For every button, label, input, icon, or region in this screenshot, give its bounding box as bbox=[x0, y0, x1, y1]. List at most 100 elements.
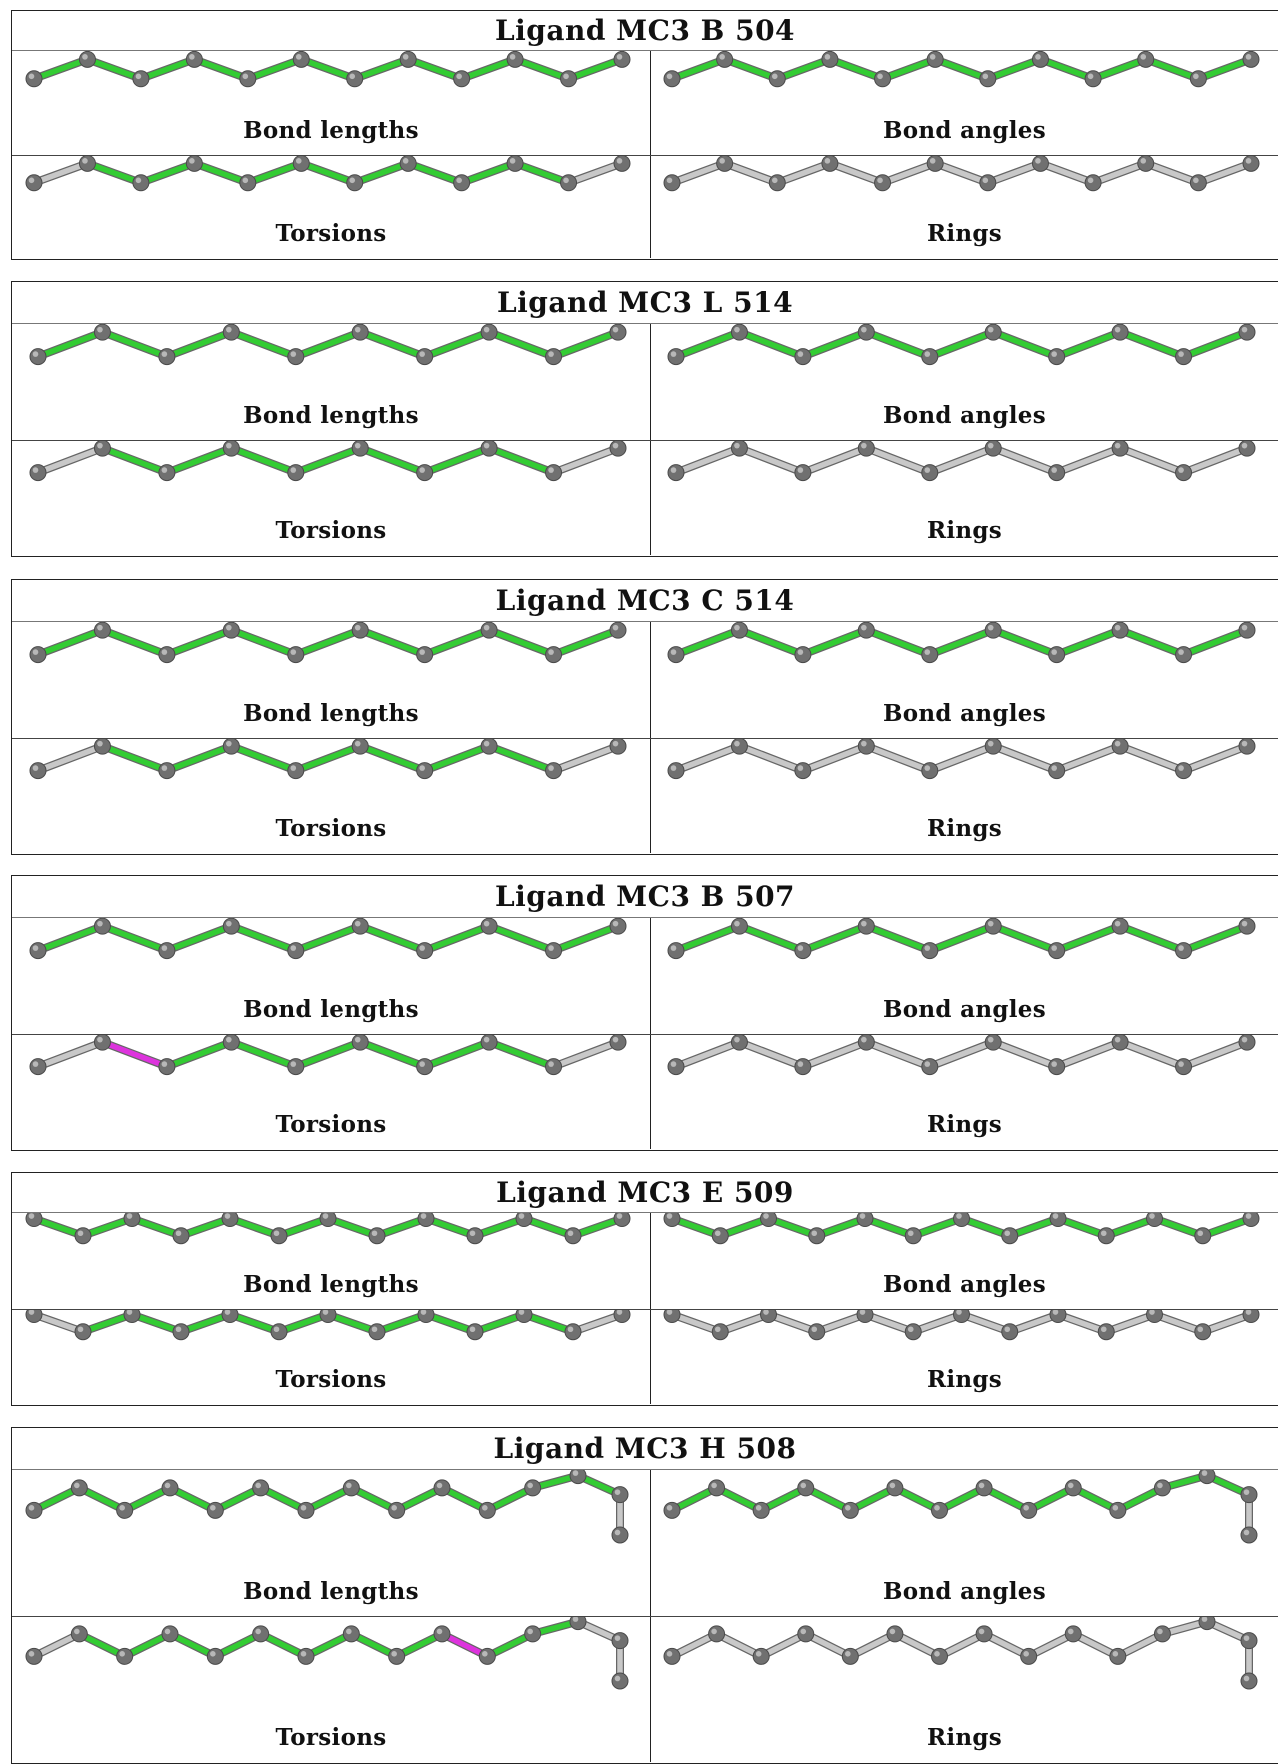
atom-highlight bbox=[1193, 177, 1199, 183]
atom bbox=[975, 1625, 993, 1643]
atom-highlight bbox=[666, 73, 673, 80]
atom bbox=[1238, 737, 1256, 755]
atom-highlight bbox=[907, 1325, 914, 1332]
atom bbox=[239, 173, 257, 191]
atom bbox=[466, 1227, 484, 1245]
atom bbox=[1240, 1672, 1258, 1690]
atom bbox=[926, 154, 944, 172]
atom bbox=[25, 70, 43, 88]
atom bbox=[480, 737, 498, 755]
quadrant-label: Rings bbox=[926, 1724, 1003, 1751]
atom-highlight bbox=[1114, 326, 1121, 333]
quadrant-bond-lengths: Bond lengths bbox=[12, 51, 650, 155]
quadrant-bond-lengths: Bond lengths bbox=[12, 1470, 650, 1616]
atom-highlight bbox=[567, 1325, 574, 1332]
atom-highlight bbox=[734, 326, 740, 333]
atom-highlight bbox=[548, 466, 554, 473]
atom bbox=[730, 737, 748, 755]
atom bbox=[560, 70, 578, 88]
atom bbox=[609, 1033, 627, 1051]
bond-grey bbox=[800, 742, 870, 773]
bond-green bbox=[80, 1215, 135, 1239]
atom-highlight bbox=[1243, 1489, 1250, 1495]
atom bbox=[388, 1501, 406, 1519]
atom-highlight bbox=[670, 351, 677, 357]
atom-highlight bbox=[548, 945, 554, 951]
bond-green bbox=[178, 1311, 233, 1335]
atom-highlight bbox=[924, 764, 931, 771]
atom-highlight bbox=[527, 1482, 533, 1489]
bond-grey bbox=[669, 1311, 723, 1335]
bond-grey bbox=[673, 1038, 743, 1069]
atom-highlight bbox=[734, 624, 740, 631]
atom bbox=[545, 348, 563, 366]
bond-green bbox=[421, 742, 492, 773]
atom-highlight bbox=[711, 1482, 717, 1489]
atom bbox=[667, 463, 685, 481]
atom bbox=[1194, 1322, 1212, 1340]
atom-highlight bbox=[1178, 649, 1184, 655]
atom bbox=[480, 918, 498, 935]
bond-green bbox=[191, 56, 251, 82]
atom bbox=[667, 942, 685, 960]
atom-highlight bbox=[1241, 624, 1248, 631]
atom-highlight bbox=[97, 1036, 103, 1042]
atom-highlight bbox=[224, 1308, 231, 1315]
atom-highlight bbox=[1149, 1308, 1155, 1315]
panel-title: Ligand MC3 E 509 bbox=[12, 1173, 1278, 1213]
atom bbox=[158, 761, 176, 779]
bond-green bbox=[486, 1038, 557, 1069]
atom bbox=[161, 1479, 179, 1497]
molecule-diagram bbox=[667, 737, 1256, 779]
atom bbox=[794, 646, 812, 664]
bond-green bbox=[405, 160, 465, 186]
atom-highlight bbox=[612, 326, 619, 333]
atom bbox=[711, 1227, 729, 1245]
bond-green bbox=[178, 1215, 233, 1239]
atom-highlight bbox=[126, 1213, 133, 1219]
molecule-diagram bbox=[667, 439, 1256, 481]
atom-highlight bbox=[889, 1628, 896, 1635]
atom-highlight bbox=[563, 177, 569, 183]
atom-highlight bbox=[982, 177, 989, 183]
bond-green bbox=[1142, 56, 1202, 82]
bond-grey bbox=[1055, 1311, 1109, 1335]
atom bbox=[609, 737, 627, 755]
atom bbox=[564, 1227, 582, 1245]
atom-highlight bbox=[1052, 1213, 1059, 1219]
atom-highlight bbox=[734, 740, 740, 746]
atom bbox=[545, 1057, 563, 1075]
quadrant-label: Torsions bbox=[275, 1366, 387, 1393]
quadrant-bond-lengths: Bond lengths bbox=[12, 622, 650, 738]
bond-grey bbox=[863, 444, 933, 475]
atom-highlight bbox=[28, 73, 35, 80]
molecule-diagram bbox=[667, 324, 1256, 366]
atom bbox=[730, 622, 748, 639]
atom bbox=[351, 737, 369, 755]
quadrant-bond-angles: Bond angles bbox=[650, 324, 1278, 440]
quadrant-label: Bond lengths bbox=[243, 699, 419, 727]
row-divider bbox=[12, 1033, 1278, 1035]
atom-highlight bbox=[509, 54, 516, 60]
atom-highlight bbox=[349, 177, 356, 183]
molecule-diagram bbox=[667, 1033, 1256, 1075]
atom bbox=[794, 463, 812, 481]
row-divider bbox=[12, 154, 1278, 156]
atom bbox=[172, 1227, 190, 1245]
atom-highlight bbox=[1245, 1308, 1252, 1315]
atom-highlight bbox=[861, 1036, 867, 1042]
atom-highlight bbox=[1245, 54, 1252, 60]
atom-highlight bbox=[548, 764, 554, 771]
atom bbox=[545, 761, 563, 779]
atom-highlight bbox=[987, 326, 994, 333]
ligand-panel: Ligand MC3 H 508 Bond lengths Bond angles T… bbox=[11, 1427, 1278, 1764]
atom-highlight bbox=[97, 740, 103, 746]
atom bbox=[478, 1647, 496, 1665]
bond-green bbox=[164, 444, 235, 475]
atom-highlight bbox=[1004, 1325, 1011, 1332]
bond-green bbox=[1117, 923, 1187, 954]
atom bbox=[794, 348, 812, 366]
atom bbox=[921, 761, 939, 779]
row-divider bbox=[12, 439, 1278, 441]
